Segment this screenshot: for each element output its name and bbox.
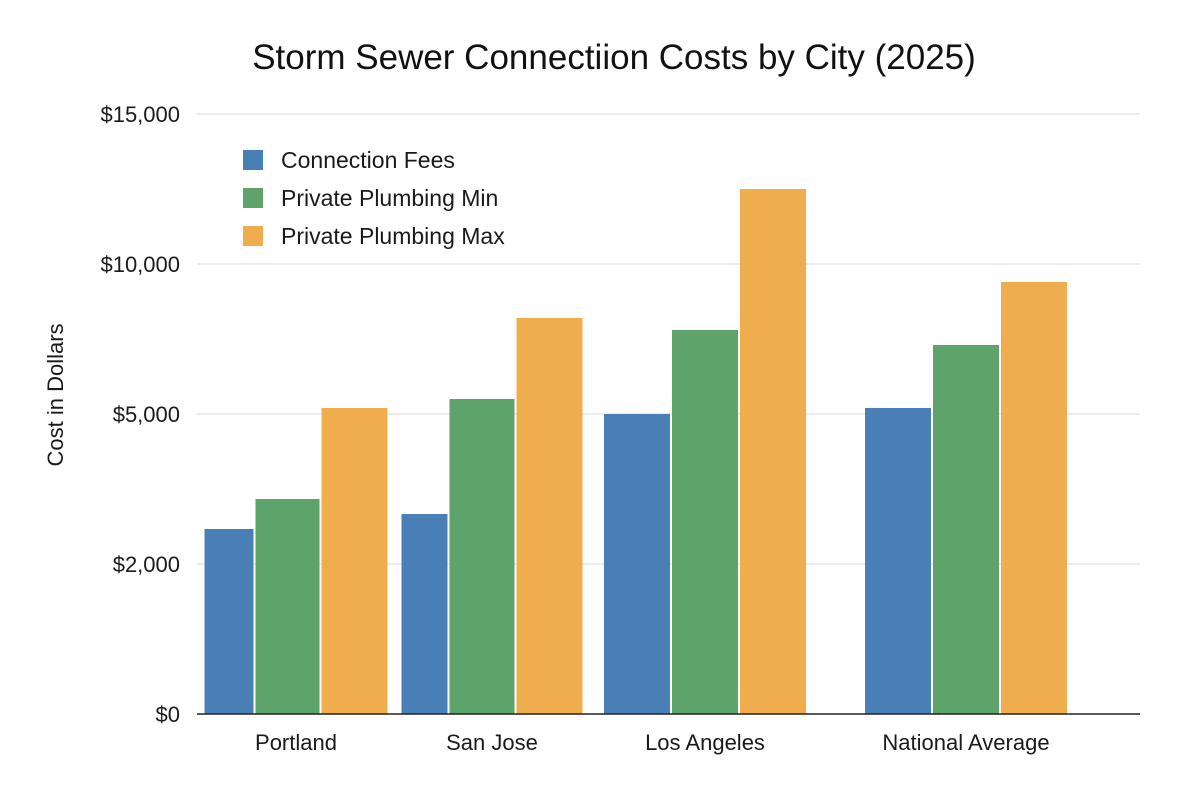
x-tick-label: Portland <box>255 730 337 755</box>
legend: Connection Fees Private Plumbing Min Priva… <box>243 147 505 249</box>
bar-private-plumbing-max <box>516 318 583 714</box>
legend-label: Connection Fees <box>281 147 455 173</box>
bar-connection-fees <box>604 414 670 714</box>
bar-private-plumbing-min <box>933 345 999 714</box>
y-axis-label: Cost in Dollars <box>43 323 68 466</box>
y-tick-label: $10,000 <box>100 252 180 277</box>
y-axis-ticks: $0 $2,000 $5,000 $10,000 $15,000 <box>100 102 180 727</box>
y-tick-label: $5,000 <box>113 402 180 427</box>
legend-label: Private Plumbing Max <box>281 223 505 249</box>
y-tick-label: $15,000 <box>100 102 180 127</box>
bar-private-plumbing-max <box>321 408 388 714</box>
x-tick-label: San Jose <box>446 730 538 755</box>
bar-private-plumbing-max <box>1001 282 1067 714</box>
bars <box>204 189 1067 714</box>
bar-connection-fees <box>401 514 448 714</box>
y-tick-label: $2,000 <box>113 552 180 577</box>
y-tick-label: $0 <box>156 702 180 727</box>
bar-private-plumbing-max <box>740 189 806 714</box>
bar-connection-fees <box>204 529 254 714</box>
x-tick-label: Los Angeles <box>645 730 765 755</box>
bar-private-plumbing-min <box>449 399 515 714</box>
bar-private-plumbing-min <box>255 499 320 714</box>
legend-swatch <box>243 188 263 208</box>
x-axis-ticks: Portland San Jose Los Angeles National Aver… <box>255 730 1050 755</box>
legend-swatch <box>243 150 263 170</box>
bar-connection-fees <box>865 408 931 714</box>
bar-private-plumbing-min <box>672 330 738 714</box>
legend-swatch <box>243 226 263 246</box>
x-tick-label: National Average <box>882 730 1049 755</box>
chart-title: Storm Sewer Connectiion Costs by City (2… <box>252 38 976 77</box>
legend-label: Private Plumbing Min <box>281 185 498 211</box>
